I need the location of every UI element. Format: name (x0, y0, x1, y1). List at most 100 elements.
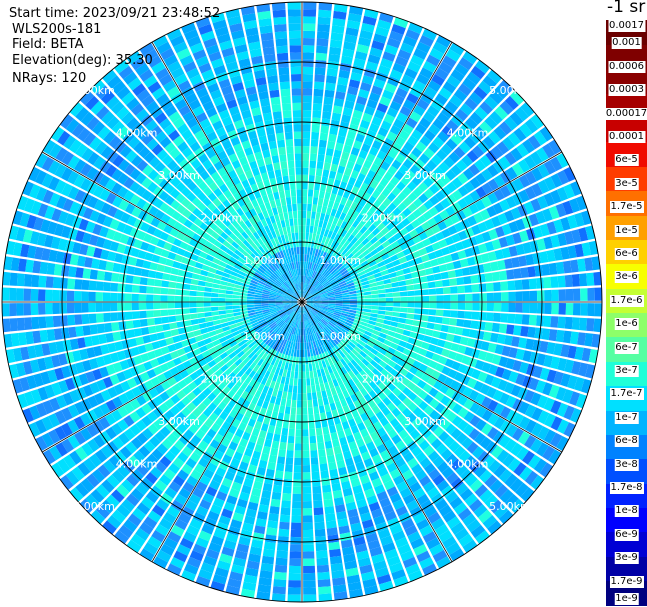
range-gate (350, 338, 359, 346)
range-gate (292, 203, 297, 212)
range-gate (306, 297, 314, 301)
range-gate (389, 69, 403, 81)
range-gate (321, 298, 329, 300)
range-gate (419, 35, 434, 47)
range-gate (491, 445, 504, 459)
range-gate (443, 254, 453, 263)
range-gate (321, 303, 329, 305)
range-gate (343, 336, 351, 344)
range-gate (149, 435, 161, 448)
range-gate (447, 270, 456, 279)
range-gate (154, 279, 163, 287)
range-gate (519, 361, 529, 374)
range-gate (305, 304, 312, 310)
range-gate (307, 334, 311, 343)
range-gate (251, 334, 259, 342)
range-gate (81, 291, 89, 302)
range-gate (197, 402, 207, 413)
range-gate (151, 61, 166, 74)
range-gate (371, 302, 379, 306)
range-gate (240, 310, 248, 315)
range-gate (505, 358, 515, 370)
range-gate (218, 293, 226, 298)
range-gate (294, 292, 300, 299)
range-gate (377, 222, 386, 231)
range-gate (418, 327, 427, 335)
range-gate (272, 373, 278, 382)
ray-75 (79, 305, 299, 514)
range-gate (302, 393, 307, 401)
range-gate (253, 190, 262, 199)
range-gate (239, 102, 250, 113)
range-gate (117, 302, 125, 311)
range-gate (485, 441, 498, 454)
range-gate (429, 295, 437, 302)
range-gate (226, 286, 234, 291)
range-gate (29, 184, 41, 199)
range-gate (231, 241, 240, 249)
range-gate (377, 336, 386, 344)
range-gate (493, 403, 505, 416)
range-gate (110, 312, 119, 322)
range-gate (367, 274, 375, 281)
range-gate (248, 225, 256, 234)
range-gate (136, 432, 149, 445)
range-gate (231, 201, 241, 211)
range-gate (336, 459, 346, 469)
range-gate (118, 524, 134, 539)
range-gate (550, 173, 563, 188)
range-gate (260, 343, 268, 351)
range-gate (241, 316, 250, 321)
range-gate (367, 323, 375, 330)
range-gate (395, 136, 406, 147)
range-gate (402, 434, 414, 446)
range-gate (238, 58, 251, 68)
range-gate (275, 296, 284, 299)
range-gate (247, 309, 255, 314)
range-gate (201, 264, 210, 272)
range-gate (117, 293, 125, 302)
range-gate (257, 358, 264, 367)
range-gate (272, 254, 278, 262)
range-gate (513, 268, 522, 279)
range-gate (286, 317, 292, 325)
range-gate (123, 224, 133, 236)
range-gate (271, 593, 286, 602)
range-gate (450, 310, 458, 318)
range-gate (255, 269, 264, 276)
range-gate (322, 243, 328, 252)
range-gate (323, 162, 331, 171)
range-gate (458, 507, 472, 521)
range-gate (210, 351, 220, 360)
range-gate (174, 518, 188, 531)
range-gate (421, 428, 433, 439)
range-gate (438, 355, 448, 365)
range-gate (306, 312, 311, 320)
range-gate (303, 290, 307, 298)
range-gate (156, 332, 166, 340)
range-gate (302, 246, 305, 255)
range-gate (324, 382, 330, 390)
range-gate (340, 374, 348, 384)
range-gate (475, 172, 487, 185)
range-gate (79, 348, 89, 361)
range-gate (239, 242, 248, 251)
range-gate (290, 311, 296, 319)
range-gate (446, 399, 457, 410)
range-gate (453, 89, 468, 102)
range-gate (363, 308, 372, 313)
range-gate (205, 276, 214, 283)
range-gate (402, 329, 411, 337)
range-gate (231, 344, 240, 352)
range-gate (313, 95, 323, 104)
range-gate (217, 193, 227, 203)
range-gate (273, 404, 280, 413)
range-gate (13, 242, 23, 257)
range-gate (201, 246, 211, 254)
range-gate (418, 400, 429, 411)
range-gate (193, 377, 203, 387)
range-gate (318, 258, 324, 266)
range-gate (510, 442, 523, 457)
range-gate (248, 553, 261, 563)
